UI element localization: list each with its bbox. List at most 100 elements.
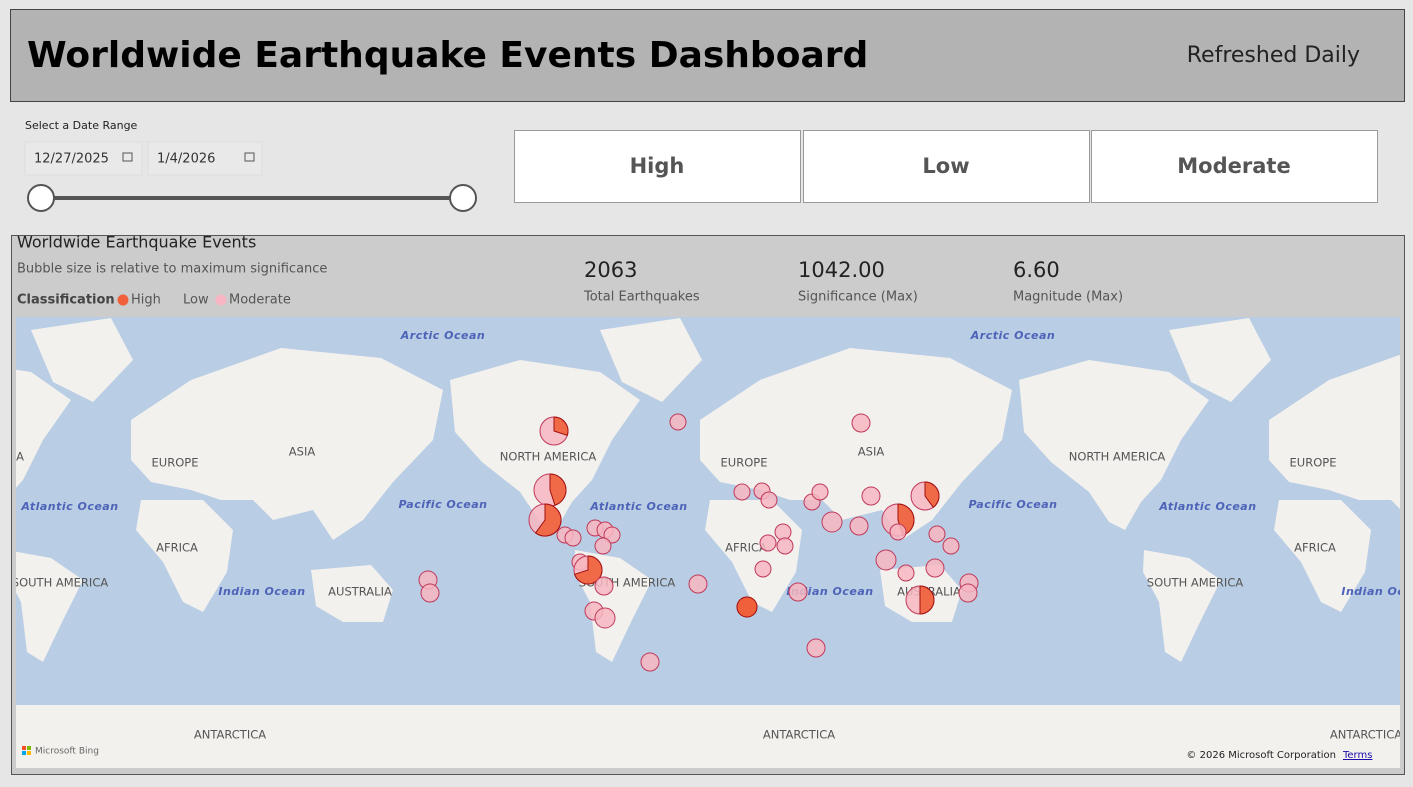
quake-bubble — [688, 574, 708, 594]
continent-label: ANTARCTICA — [763, 728, 835, 742]
start-date: 12/27/2025 — [34, 152, 109, 167]
ocean-label: Atlantic Ocean — [20, 500, 118, 513]
map: Arctic Ocean Arctic Ocean A EUROPE ASIA NORTH… — [16, 317, 1413, 768]
quake-bubble — [851, 413, 871, 433]
continent-label: EUROPE — [1290, 456, 1337, 470]
continent-label: EUROPE — [152, 456, 199, 470]
quake-bubble — [774, 523, 792, 541]
continent-label: SOUTH AMERICA — [1147, 576, 1244, 590]
map-title: Worldwide Earthquake Events — [17, 233, 256, 252]
quake-bubble — [776, 537, 794, 555]
continent-label: ASIA — [858, 445, 885, 459]
continent-label: AFRICA — [725, 541, 767, 555]
quake-bubble — [942, 537, 960, 555]
quake-bubble-high — [919, 585, 935, 615]
ocean-label: Atlantic Ocean — [589, 500, 687, 513]
kpi-label: Magnitude (Max) — [1013, 290, 1123, 305]
legend-swatch-high — [117, 294, 129, 306]
terms-link[interactable]: Terms — [1342, 750, 1372, 761]
ocean-label: Pacific Ocean — [968, 498, 1057, 511]
kpi-label: Total Earthquakes — [583, 290, 700, 305]
continent-label: EUROPE — [721, 456, 768, 470]
continent-label: NORTH AMERICA — [500, 450, 597, 464]
continent-label: ANTARCTICA — [194, 728, 266, 742]
quake-bubble — [640, 652, 660, 672]
quake-bubble — [897, 564, 915, 582]
bing-logo — [27, 746, 31, 750]
calendar-icon[interactable] — [122, 152, 133, 162]
ocean-label: Indian Ocean — [218, 585, 305, 598]
continent-label: NORTH AMERICA — [1069, 450, 1166, 464]
map-subtitle: Bubble size is relative to maximum signi… — [17, 262, 327, 277]
kpi-label: Significance (Max) — [798, 290, 918, 305]
bing-logo — [22, 751, 26, 755]
quake-bubble — [806, 638, 826, 658]
continent-label: ASIA — [289, 445, 316, 459]
quake-bubble — [594, 576, 614, 596]
copyright: © 2026 Microsoft Corporation — [1186, 750, 1336, 761]
quake-bubble — [564, 529, 582, 547]
quake-bubble-high — [553, 416, 569, 436]
quake-bubble — [925, 558, 945, 578]
legend-title: Classification — [17, 293, 115, 308]
quake-bubble — [889, 523, 907, 541]
quake-bubble-high — [534, 503, 562, 537]
quake-bubble — [875, 549, 897, 571]
kpi-value: 2063 — [584, 258, 637, 282]
calendar-icon[interactable] — [244, 152, 255, 162]
quake-bubble-high — [549, 473, 567, 506]
kpi-value: 1042.00 — [798, 258, 885, 282]
end-date-input[interactable] — [147, 141, 263, 176]
continent-label: ANTARCTICA — [1330, 728, 1402, 742]
quake-bubble — [760, 491, 778, 509]
slider-handle-end[interactable] — [449, 184, 477, 212]
quake-bubble — [594, 607, 616, 629]
filter-button[interactable] — [803, 130, 1090, 203]
ocean-label: Indian Ocean — [786, 585, 873, 598]
date-filter-label: Select a Date Range — [25, 119, 138, 132]
ocean-label: Arctic Ocean — [970, 329, 1055, 342]
quake-bubble — [849, 516, 869, 536]
header-bar — [10, 9, 1405, 102]
ocean-label: Arctic Ocean — [400, 329, 485, 342]
continent-label: A — [16, 450, 24, 464]
ocean-label: Atlantic Ocean — [1158, 500, 1256, 513]
quake-bubble — [788, 582, 808, 602]
legend-item: Moderate — [229, 293, 291, 308]
continent-label: AFRICA — [1294, 541, 1336, 555]
quake-bubble — [759, 534, 777, 552]
refresh-note: Refreshed Daily — [1187, 43, 1360, 68]
quake-bubble — [594, 537, 612, 555]
quake-bubble — [928, 525, 946, 543]
end-date: 1/4/2026 — [157, 152, 215, 167]
filter-button[interactable] — [514, 130, 801, 203]
legend-swatch-moderate — [215, 294, 227, 306]
quake-bubble — [821, 511, 843, 533]
filter-button[interactable] — [1091, 130, 1378, 203]
kpi-row: 2063 Total Earthquakes 1042.00 Significance… — [583, 258, 1123, 305]
continent-label: AUSTRALIA — [328, 585, 392, 599]
filter-button-label: High — [630, 154, 685, 178]
quake-bubble — [811, 483, 829, 501]
slider-handle-start[interactable] — [27, 184, 55, 212]
ocean-label: Pacific Ocean — [398, 498, 487, 511]
classification-buttons: High Low Moderate — [514, 130, 1378, 203]
kpi-value: 6.60 — [1013, 258, 1060, 282]
continent-label: AFRICA — [156, 541, 198, 555]
quake-bubble — [958, 583, 978, 603]
legend-item: High — [131, 293, 161, 308]
quake-bubble — [603, 526, 621, 544]
quake-bubble-high — [736, 596, 758, 618]
bing-logo — [22, 746, 26, 750]
bing-logo — [27, 751, 31, 755]
page-title: Worldwide Earthquake Events Dashboard — [27, 35, 868, 76]
filter-button-label: Low — [922, 154, 969, 178]
legend-item: Low — [183, 293, 209, 308]
quake-bubble — [861, 486, 881, 506]
quake-bubble-high — [924, 481, 940, 509]
ocean-label: Indian Ocean — [1341, 585, 1413, 598]
filter-button-label: Moderate — [1177, 154, 1290, 178]
quake-bubble — [754, 560, 772, 578]
quake-bubble — [733, 483, 751, 501]
